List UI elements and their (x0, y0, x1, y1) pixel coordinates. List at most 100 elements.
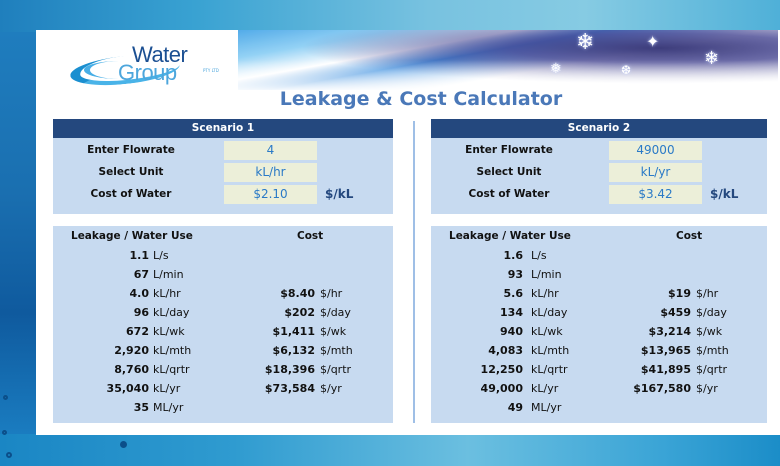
unit-label: Select Unit (476, 166, 542, 178)
unit-row: Select Unit kL/yr (431, 163, 767, 182)
result-cost-unit: $/wk (320, 325, 347, 338)
result-value: 93 (507, 268, 523, 281)
cost-unit: $/kL (710, 187, 739, 201)
christmas-tree-icon: ✦ (646, 32, 660, 51)
calculator-sheet: ❄ ✦ ❄ ❅ ❆ Water Group PTY LTD Leakage & … (36, 30, 780, 435)
result-cost-unit: $/day (320, 306, 351, 319)
result-cost-unit: $/mth (696, 344, 729, 357)
result-cost: $18,396 (264, 363, 315, 376)
result-unit: kL/mth (531, 344, 570, 357)
water-bubble-decoration (3, 395, 8, 400)
result-value: 35,040 (106, 382, 149, 395)
logo-suffix: PTY LTD (203, 68, 219, 73)
result-value: 4,083 (488, 344, 523, 357)
unit-select[interactable]: kL/yr (609, 163, 702, 182)
scenario-1-header: Scenario 1 (53, 119, 393, 138)
result-cost: $8.40 (280, 287, 315, 300)
result-row: 1.6 L/s (431, 246, 767, 265)
flowrate-input[interactable]: 4 (224, 141, 317, 160)
cost-input[interactable]: $2.10 (224, 185, 317, 204)
result-row: 67 L/min (53, 265, 393, 284)
unit-row: Select Unit kL/hr (53, 163, 393, 182)
result-row: 35 ML/yr (53, 398, 393, 417)
result-row: 5.6 kL/hr $19 $/hr (431, 284, 767, 303)
result-cost-unit: $/yr (696, 382, 718, 395)
result-value: 1.1 (129, 249, 150, 262)
result-row: 940 kL/wk $3,214 $/wk (431, 322, 767, 341)
result-unit: kL/yr (153, 382, 181, 395)
result-cost-unit: $/hr (320, 287, 343, 300)
result-row: 134 kL/day $459 $/day (431, 303, 767, 322)
flowrate-row: Enter Flowrate 49000 (431, 141, 767, 160)
result-unit: ML/yr (153, 401, 184, 414)
scenario-2-results: Leakage / Water Use Cost 1.6 L/s 93 L/min … (431, 226, 767, 423)
result-row: 93 L/min (431, 265, 767, 284)
logo-text-water: Water (132, 42, 188, 67)
result-cost-unit: $/qrtr (696, 363, 728, 376)
result-unit: kL/mth (153, 344, 192, 357)
result-unit: L/min (531, 268, 562, 281)
result-row: 49,000 kL/yr $167,580 $/yr (431, 379, 767, 398)
result-cost-unit: $/wk (696, 325, 723, 338)
cost-label: Cost of Water (468, 188, 550, 200)
unit-select[interactable]: kL/hr (224, 163, 317, 182)
flowrate-label: Enter Flowrate (87, 144, 175, 156)
cost-label: Cost of Water (90, 188, 172, 200)
result-value: 5.6 (503, 287, 524, 300)
result-value: 12,250 (480, 363, 523, 376)
scenario-1-inputs: Enter Flowrate 4 Select Unit kL/hr Cost … (53, 138, 393, 214)
cost-row: Cost of Water $3.42 $/kL (431, 185, 767, 204)
result-cost-unit: $/yr (320, 382, 342, 395)
result-row: 49 ML/yr (431, 398, 767, 417)
snowflake-icon: ❆ (621, 63, 632, 77)
result-unit: kL/qrtr (153, 363, 190, 376)
result-row: 2,920 kL/mth $6,132 $/mth (53, 341, 393, 360)
result-cost: $167,580 (633, 382, 691, 395)
result-row: 4.0 kL/hr $8.40 $/hr (53, 284, 393, 303)
cost-input[interactable]: $3.42 (609, 185, 702, 204)
scenario-2-inputs: Enter Flowrate 49000 Select Unit kL/yr C… (431, 138, 767, 214)
result-unit: L/min (153, 268, 184, 281)
result-cost: $41,895 (640, 363, 691, 376)
water-group-logo: Water Group PTY LTD (68, 42, 240, 92)
water-bubble-decoration (120, 441, 127, 448)
result-row: 8,760 kL/qrtr $18,396 $/qrtr (53, 360, 393, 379)
result-unit: kL/day (531, 306, 568, 319)
result-cost-unit: $/hr (696, 287, 719, 300)
water-bubble-decoration (6, 452, 12, 458)
results-header-use: Leakage / Water Use (449, 230, 571, 242)
result-value: 49,000 (480, 382, 523, 395)
result-value: 8,760 (114, 363, 149, 376)
result-row: 1.1 L/s (53, 246, 393, 265)
result-cost-unit: $/day (696, 306, 727, 319)
result-value: 67 (133, 268, 149, 281)
result-value: 49 (507, 401, 523, 414)
result-unit: kL/qrtr (531, 363, 568, 376)
flowrate-row: Enter Flowrate 4 (53, 141, 393, 160)
result-cost: $6,132 (272, 344, 315, 357)
flowrate-input[interactable]: 49000 (609, 141, 702, 160)
snowflake-icon: ❄ (704, 48, 720, 69)
page-title: Leakage & Cost Calculator (279, 88, 563, 110)
banner-fade (238, 60, 778, 92)
results-header-cost: Cost (297, 230, 324, 242)
logo-text-group: Group (118, 60, 177, 85)
result-unit: L/s (531, 249, 547, 262)
background-top (0, 0, 780, 32)
result-row: 4,083 kL/mth $13,965 $/mth (431, 341, 767, 360)
result-unit: kL/hr (531, 287, 559, 300)
unit-label: Select Unit (98, 166, 164, 178)
result-value: 1.6 (503, 249, 524, 262)
snowflake-icon: ❄ (576, 30, 595, 55)
flowrate-label: Enter Flowrate (465, 144, 553, 156)
logo-swoosh-icon (84, 61, 154, 79)
result-value: 672 (126, 325, 149, 338)
result-cost: $202 (284, 306, 315, 319)
scenario-divider (413, 121, 415, 423)
result-cost: $19 (668, 287, 691, 300)
cost-unit: $/kL (325, 187, 354, 201)
result-value: 35 (133, 401, 149, 414)
result-cost: $73,584 (264, 382, 315, 395)
result-unit: kL/hr (153, 287, 181, 300)
result-value: 2,920 (114, 344, 149, 357)
